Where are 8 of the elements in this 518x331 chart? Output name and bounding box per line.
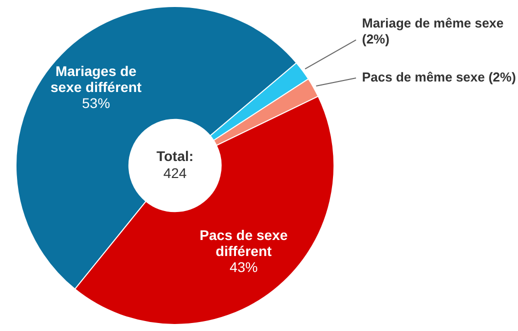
slice-label: Pacs de sexe différent — [200, 227, 288, 259]
data-label: (2%) — [362, 32, 390, 47]
slice-label: Mariage de même sexe — [362, 16, 504, 31]
data-label: 53% — [82, 95, 110, 112]
data-label: 43% — [230, 259, 258, 275]
slice-label: Mariages de sexe différent — [50, 63, 142, 96]
text: Total: 424 — [156, 148, 194, 181]
slice-label: Pacs de même sexe (2%) — [362, 70, 516, 85]
